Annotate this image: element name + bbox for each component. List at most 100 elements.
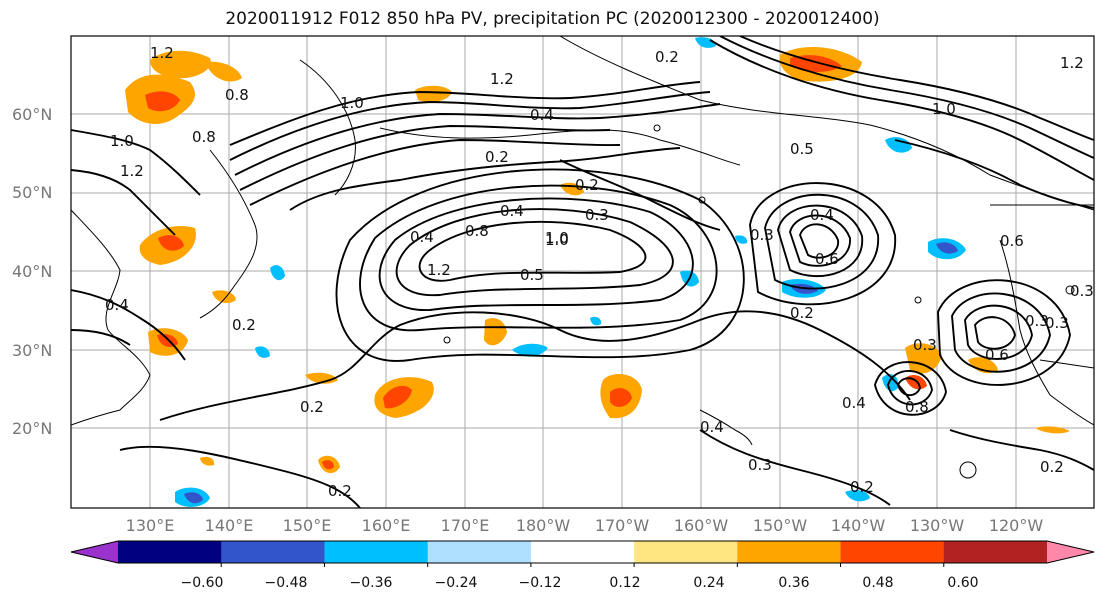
contour-label: 1.0	[340, 94, 364, 112]
pv-contour	[71, 169, 176, 236]
colorbar-extend-low	[71, 541, 118, 563]
border-us-mexico	[1039, 359, 1094, 369]
precip-positive-patch	[158, 235, 184, 251]
precip-positive-patch	[212, 290, 236, 304]
contour-label: 0.3	[1045, 314, 1069, 332]
contour-label: 1.0	[110, 132, 134, 150]
pv-contour	[951, 292, 1051, 373]
colorbar-segment	[943, 541, 1048, 563]
lon-label: 170°E	[441, 516, 490, 535]
precip-negative-patch	[885, 137, 912, 153]
contour-label: 0.2	[790, 304, 814, 322]
island-outline	[1065, 285, 1075, 295]
pv-contour	[964, 304, 1033, 360]
latitude-labels: 60°N 50°N 40°N 30°N 20°N	[12, 105, 52, 438]
contour-labels: 1.2 0.8 1.0 1.2 1.0 1.2 0.8 0.4 0.4 0.2 …	[105, 44, 1094, 500]
colorbar-segment	[737, 541, 842, 563]
pv-contour	[699, 429, 891, 506]
coastline-asia	[71, 209, 151, 426]
contour-label: 1.2	[1060, 54, 1084, 72]
contour-label: 0.4	[530, 106, 554, 124]
colorbar-tick-label: 0.48	[862, 575, 893, 591]
pv-contour	[71, 289, 186, 361]
lon-label: 180°W	[516, 516, 571, 535]
precip-positive-patch	[905, 343, 942, 374]
pv-contour	[234, 103, 721, 176]
contour-label: 0.2	[328, 482, 352, 500]
island-outline	[443, 336, 451, 344]
pv-contour	[418, 220, 647, 282]
contour-label: 1.2	[150, 44, 174, 62]
precip-negative-patch	[845, 490, 870, 502]
contour-label: 1.2	[427, 261, 451, 279]
colorbar-segment	[427, 541, 532, 563]
contour-label: 1.0	[545, 231, 569, 249]
colorbar-tick-label: −0.60	[181, 575, 224, 591]
pv-contour	[973, 316, 1016, 350]
contour-label: 0.3	[750, 226, 774, 244]
pv-contour	[719, 36, 1094, 159]
lon-label: 160°E	[362, 516, 411, 535]
contour-label: 0.8	[465, 222, 489, 240]
island-outline	[914, 296, 922, 304]
colorbar-segment	[840, 541, 945, 563]
pv-contour	[378, 197, 694, 311]
lat-label: 60°N	[12, 105, 52, 124]
lon-label: 140°W	[831, 516, 886, 535]
contour-label: 0.6	[985, 346, 1009, 364]
pv-contour	[894, 139, 1094, 209]
pv-contour	[159, 310, 911, 421]
pv-contour	[739, 36, 1094, 141]
precip-positive-patch	[484, 318, 507, 346]
pv-contour	[798, 223, 839, 259]
island-outline	[959, 461, 977, 479]
coastline-japan	[199, 149, 258, 319]
pv-contour	[229, 91, 711, 161]
pv-contour	[335, 168, 745, 362]
colorbar-segment	[530, 541, 635, 563]
lat-label: 20°N	[12, 419, 52, 438]
contour-label: 0.6	[1000, 232, 1024, 250]
contour-label: 0.5	[790, 140, 814, 158]
pv-contour	[395, 208, 674, 297]
contour-label: 0.5	[520, 266, 544, 284]
minor-features	[443, 124, 1075, 479]
contour-label: 1.0	[545, 229, 569, 247]
pv-contour	[887, 370, 933, 406]
colorbar-segment	[118, 541, 222, 563]
lon-label: 150°E	[283, 516, 332, 535]
colorbar-tick-label: −0.36	[350, 575, 393, 591]
pv-contour	[937, 279, 1071, 386]
lat-label: 50°N	[12, 183, 52, 202]
contour-label: 0.3	[748, 456, 772, 474]
contour-label: 0.8	[192, 128, 216, 146]
pv-contour	[874, 361, 947, 416]
colorbar-tick-label: −0.48	[265, 575, 308, 591]
precip-positive-patch	[415, 85, 452, 102]
lon-label: 150°W	[753, 516, 808, 535]
contour-label: 1.2	[490, 70, 514, 88]
contour-label: 0.2	[485, 148, 509, 166]
pv-contour	[249, 139, 621, 206]
contour-label: 0.2	[1040, 458, 1064, 476]
chart-title: 2020011912 F012 850 hPa PV, precipitatio…	[225, 9, 880, 29]
contour-label: 0.2	[300, 398, 324, 416]
pv-contour	[71, 129, 201, 196]
precip-positive-patch	[322, 460, 334, 470]
precip-negative-patch	[735, 235, 748, 244]
map-frame	[70, 35, 1095, 509]
colorbar-tick-label: −0.12	[519, 575, 562, 591]
pv-contour	[749, 182, 896, 306]
contour-label: 0.3	[1025, 312, 1049, 330]
lat-label: 30°N	[12, 341, 52, 360]
pv-contour	[777, 204, 863, 278]
colorbar-tick-label: 0.36	[778, 575, 809, 591]
contour-label: 0.4	[842, 394, 866, 412]
contour-label: 0.2	[575, 176, 599, 194]
colorbar-segment	[634, 541, 738, 563]
precip-positive-patch	[610, 388, 632, 407]
precip-negative-patch	[184, 492, 203, 504]
precip-negative-patch	[255, 346, 270, 358]
lon-label: 130°W	[910, 516, 965, 535]
